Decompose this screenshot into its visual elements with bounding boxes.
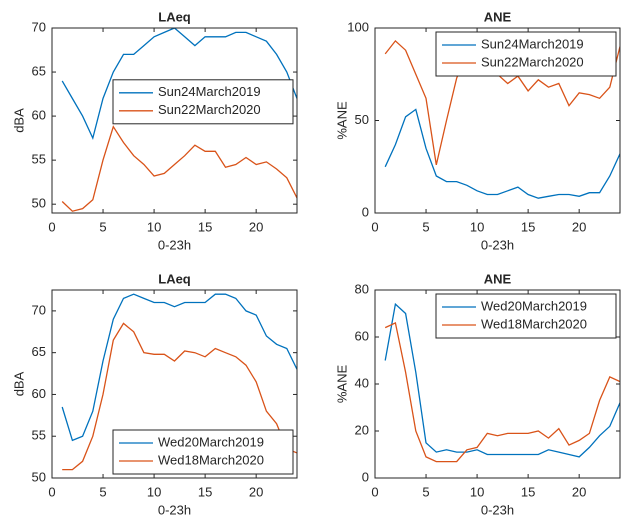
x-tick-label: 15 — [198, 219, 212, 234]
y-tick-label: 20 — [355, 422, 369, 437]
x-tick-label: 10 — [470, 219, 484, 234]
y-tick-label: 60 — [32, 386, 46, 401]
series-line — [384, 39, 620, 166]
x-tick-label: 5 — [422, 219, 429, 234]
series-line — [384, 321, 620, 463]
x-tick-label: 15 — [198, 484, 212, 499]
subplot: 0 5 10 15 20 50 55 60 65 70 LAeq 0-23h dBA Wed20March… — [11, 271, 298, 517]
y-axis-label: %ANE — [334, 101, 349, 140]
x-tick-label: 5 — [422, 484, 429, 499]
y-tick-label: 65 — [32, 344, 46, 359]
legend-box — [112, 429, 294, 475]
legend-label: Sun24March2019 — [158, 84, 261, 99]
x-axis-label: 0-23h — [481, 237, 514, 252]
legend: Sun24March2019 Sun22March2020 — [435, 31, 617, 77]
series-line — [384, 302, 620, 458]
y-tick-label: 50 — [32, 469, 46, 484]
subplot: 0 5 10 15 20 0 50 100 ANE 0-23h %ANE Sun24March2019… — [334, 9, 621, 252]
y-tick-label: 70 — [32, 302, 46, 317]
x-tick-label: 20 — [572, 484, 586, 499]
x-axis-label: 0-23h — [158, 237, 191, 252]
legend: Wed20March2019 Wed18March2020 — [112, 429, 294, 475]
legend: Sun24March2019 Sun22March2020 — [112, 79, 294, 125]
x-tick-label: 0 — [371, 219, 378, 234]
y-tick-label: 60 — [355, 328, 369, 343]
legend-label: Sun24March2019 — [481, 36, 584, 51]
y-tick-label: 0 — [362, 204, 369, 219]
series-line — [384, 108, 620, 199]
chart-title: LAeq — [158, 271, 191, 286]
x-axis-label: 0-23h — [481, 502, 514, 517]
x-tick-label: 20 — [249, 484, 263, 499]
y-tick-label: 55 — [32, 152, 46, 167]
chart-title: ANE — [484, 9, 512, 24]
legend-box — [435, 31, 617, 77]
x-tick-label: 10 — [147, 219, 161, 234]
x-tick-label: 15 — [521, 484, 535, 499]
x-tick-label: 10 — [470, 484, 484, 499]
legend-box — [435, 293, 617, 339]
x-tick-label: 15 — [521, 219, 535, 234]
y-tick-label: 50 — [355, 112, 369, 127]
y-tick-label: 70 — [32, 19, 46, 34]
legend-label: Sun22March2020 — [158, 102, 261, 117]
y-tick-label: 80 — [355, 281, 369, 296]
y-axis-label: %ANE — [334, 365, 349, 404]
axes-frame — [51, 289, 298, 479]
y-tick-label: 50 — [32, 196, 46, 211]
series-line — [61, 293, 297, 442]
x-tick-label: 10 — [147, 484, 161, 499]
y-axis-label: dBA — [11, 371, 26, 396]
axes-frame — [374, 27, 621, 214]
legend: Wed20March2019 Wed18March2020 — [435, 293, 617, 339]
x-tick-label: 20 — [249, 219, 263, 234]
legend-label: Wed18March2020 — [158, 452, 264, 467]
series-line — [61, 125, 297, 212]
chart-title: ANE — [484, 271, 512, 286]
axes-frame — [51, 27, 298, 214]
series-line — [61, 28, 297, 141]
x-tick-label: 5 — [99, 219, 106, 234]
legend-label: Sun22March2020 — [481, 54, 584, 69]
y-tick-label: 55 — [32, 428, 46, 443]
x-tick-label: 20 — [572, 219, 586, 234]
y-tick-label: 0 — [362, 469, 369, 484]
legend-label: Wed20March2019 — [158, 434, 264, 449]
y-tick-label: 60 — [32, 108, 46, 123]
y-tick-label: 100 — [347, 19, 369, 34]
x-tick-label: 0 — [48, 219, 55, 234]
x-tick-label: 5 — [99, 484, 106, 499]
y-tick-label: 65 — [32, 63, 46, 78]
x-tick-label: 0 — [48, 484, 55, 499]
axes-frame — [374, 289, 621, 479]
x-axis-label: 0-23h — [158, 502, 191, 517]
subplot: 0 5 10 15 20 50 55 60 65 70 LAeq 0-23h dBA Sun24March… — [11, 9, 298, 252]
subplot: 0 5 10 15 20 0 20 40 60 80 ANE 0-23h %ANE Wed20March2… — [334, 271, 621, 517]
y-tick-label: 40 — [355, 375, 369, 390]
series-line — [62, 322, 297, 471]
legend-label: Wed18March2020 — [481, 316, 587, 331]
legend-label: Wed20March2019 — [481, 298, 587, 313]
x-tick-label: 0 — [371, 484, 378, 499]
legend-box — [112, 79, 294, 125]
chart-title: LAeq — [158, 9, 191, 24]
y-axis-label: dBA — [11, 108, 26, 133]
